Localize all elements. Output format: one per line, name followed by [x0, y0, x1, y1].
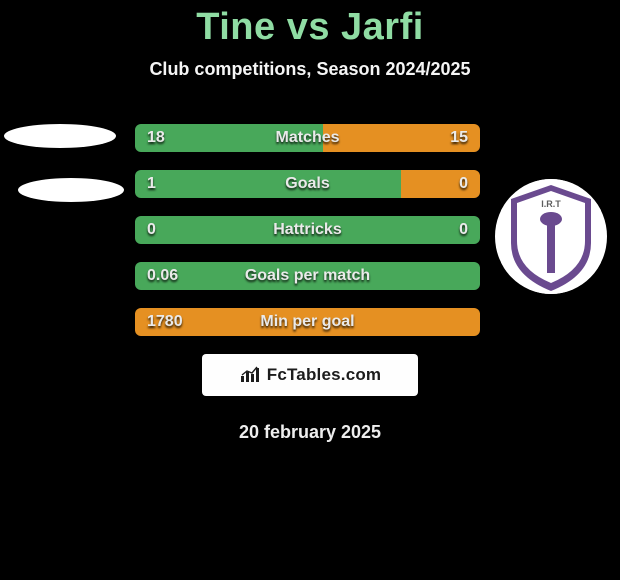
stat-right-value: 0 — [459, 170, 468, 198]
avatar-ellipse — [4, 124, 116, 148]
crest-icon: I.R.T — [495, 179, 607, 294]
stat-row: 1Goals0 — [135, 170, 480, 198]
avatar-ellipse — [18, 178, 124, 202]
stat-label: Matches — [135, 124, 480, 152]
stat-label: Goals per match — [135, 262, 480, 290]
stat-right-value: 0 — [459, 216, 468, 244]
stat-label: Hattricks — [135, 216, 480, 244]
stat-row: 18Matches15 — [135, 124, 480, 152]
club-crest-right: I.R.T — [495, 179, 607, 294]
stat-row: 0Hattricks0 — [135, 216, 480, 244]
date-text: 20 february 2025 — [0, 422, 620, 443]
stat-row: 1780Min per goal — [135, 308, 480, 336]
stat-label: Goals — [135, 170, 480, 198]
stat-row: 0.06Goals per match — [135, 262, 480, 290]
bar-chart-icon — [239, 366, 261, 384]
brand-text: FcTables.com — [267, 365, 382, 385]
page-subtitle: Club competitions, Season 2024/2025 — [0, 59, 620, 80]
stat-right-value: 15 — [450, 124, 468, 152]
stat-label: Min per goal — [135, 308, 480, 336]
brand-box: FcTables.com — [202, 354, 418, 396]
svg-text:I.R.T: I.R.T — [541, 199, 561, 209]
comparison-bars: 18Matches151Goals00Hattricks00.06Goals p… — [135, 124, 480, 354]
page-title: Tine vs Jarfi — [0, 0, 620, 49]
